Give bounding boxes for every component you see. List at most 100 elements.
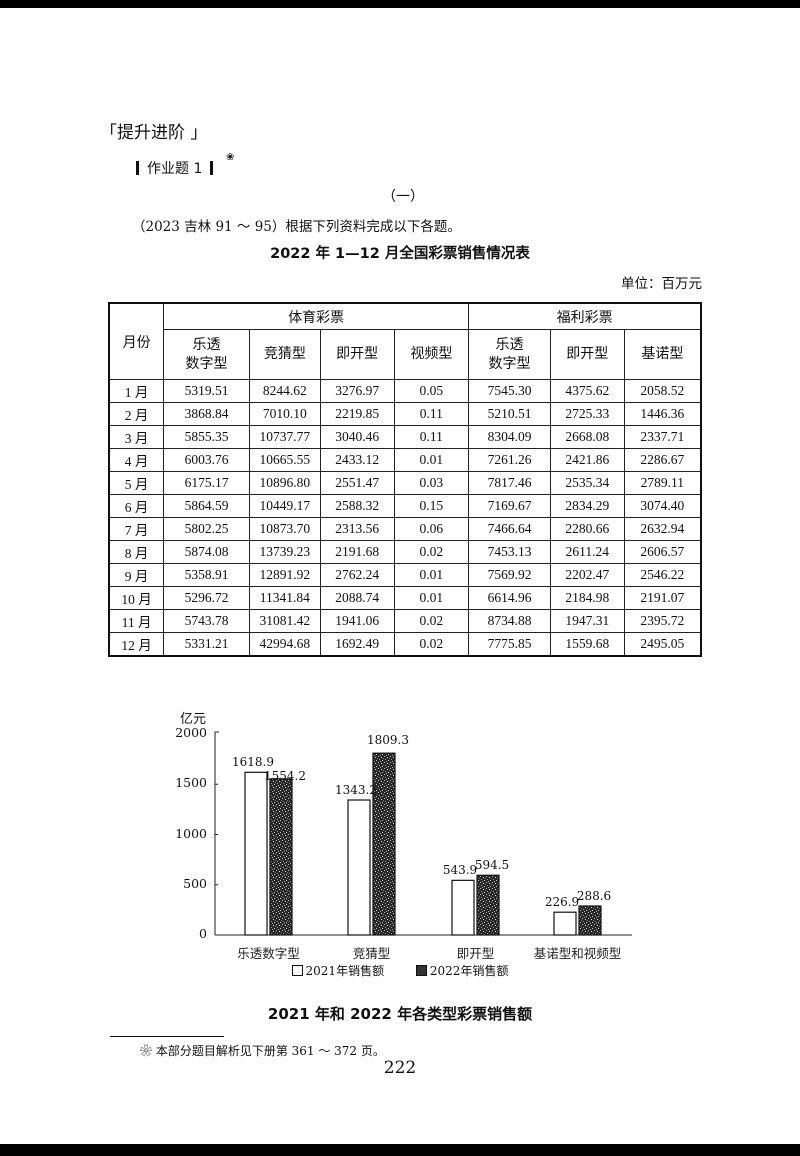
y-tick-label: 500 (183, 875, 207, 891)
month-cell: 11 月 (108, 609, 165, 633)
month-header: 月份 (108, 302, 165, 380)
table-row: 12 月 5331.21 42994.68 1692.49 0.02 7775.85 155… (108, 632, 702, 657)
bar-value-label: 226.9 (544, 895, 580, 910)
value-cell: 2762.24 (319, 563, 395, 587)
value-cell: 0.05 (393, 379, 470, 403)
value-cell: 2337.71 (623, 425, 702, 449)
table-title: 2022 年 1—12 月全国彩票销售情况表 (270, 246, 530, 262)
lottery-sales-table: 月份 体育彩票 福利彩票 乐透 数字型 竞猜型 即开型 视频型 乐透 数字型 即开型… (108, 302, 702, 657)
table-row: 9 月 5358.91 12891.92 2762.24 0.01 7569.92 2202… (108, 563, 702, 587)
value-cell: 2184.98 (549, 586, 625, 610)
value-cell: 1446.36 (623, 402, 702, 426)
value-cell: 1559.68 (549, 632, 625, 657)
col-sports-lotto: 乐透 数字型 (163, 329, 250, 380)
homework-title-text: 作业题 1 (147, 161, 203, 177)
value-cell: 2058.52 (623, 379, 702, 403)
value-cell: 2551.47 (319, 471, 395, 495)
value-cell: 3276.97 (319, 379, 395, 403)
scan-border-top (0, 0, 800, 8)
value-cell: 1941.06 (319, 609, 395, 633)
value-cell: 7775.85 (468, 632, 551, 657)
value-cell: 0.01 (393, 448, 470, 472)
chart-y-unit: 亿元 (180, 712, 207, 727)
month-cell: 7 月 (108, 517, 165, 541)
table-row: 2 月 3868.84 7010.10 2219.85 0.11 5210.51 2725.… (108, 402, 702, 426)
value-cell: 2789.11 (623, 471, 702, 495)
value-cell: 0.02 (393, 609, 470, 633)
value-cell: 8244.62 (248, 379, 321, 403)
value-cell: 4375.62 (549, 379, 625, 403)
table-row: 10 月 5296.72 11341.84 2088.74 0.01 6614.96 218… (108, 586, 702, 610)
value-cell: 3040.46 (319, 425, 395, 449)
y-tick-label: 0 (199, 926, 207, 941)
value-cell: 2495.05 (623, 632, 702, 657)
value-cell: 0.11 (393, 425, 470, 449)
value-cell: 31081.42 (248, 609, 321, 633)
question-intro: （2023 吉林 91 ～ 95）根据下列资料完成以下各题。 (132, 219, 461, 235)
value-cell: 5874.08 (163, 540, 250, 564)
month-cell: 5 月 (108, 471, 165, 495)
bar-value-label: 1554.2 (264, 768, 306, 783)
bar-2021 (244, 771, 268, 936)
bracket-right: 」 (190, 123, 208, 143)
col-welfare-lotto: 乐透 数字型 (468, 329, 551, 380)
flower-note-icon: ❀ (226, 152, 235, 163)
value-cell: 2611.24 (549, 540, 625, 564)
col-welfare-keno: 基诺型 (623, 329, 702, 380)
x-category-label: 基诺型和视频型 (533, 946, 622, 961)
value-cell: 6003.76 (163, 448, 250, 472)
value-cell: 11341.84 (248, 586, 321, 610)
month-cell: 12 月 (108, 632, 165, 657)
value-cell: 2725.33 (549, 402, 625, 426)
value-cell: 2219.85 (319, 402, 395, 426)
value-cell: 7169.67 (468, 494, 551, 518)
value-cell: 10873.70 (248, 517, 321, 541)
value-cell: 5358.91 (163, 563, 250, 587)
value-cell: 2088.74 (319, 586, 395, 610)
value-cell: 0.15 (393, 494, 470, 518)
value-cell: 7453.13 (468, 540, 551, 564)
white-swatch-icon (291, 965, 303, 976)
section-title: 「提升进阶 」 (100, 118, 207, 143)
bar-value-label: 594.5 (474, 858, 510, 873)
value-cell: 2668.08 (549, 425, 625, 449)
bar-value-label: 1809.3 (367, 733, 409, 748)
value-cell: 10449.17 (248, 494, 321, 518)
legend-item-2022: 2022年销售额 (415, 964, 508, 978)
value-cell: 2280.66 (549, 517, 625, 541)
value-cell: 5319.51 (163, 379, 250, 403)
value-cell: 12891.92 (248, 563, 321, 587)
bar-marker-icon (136, 161, 139, 175)
value-cell: 7817.46 (468, 471, 551, 495)
part-label: （一） (382, 189, 424, 205)
homework-title: 作业题 1 (128, 158, 221, 178)
y-tick-label: 1500 (175, 775, 207, 791)
bar-value-label: 1343.2 (335, 783, 377, 797)
welfare-lottery-header: 福利彩票 (468, 302, 702, 330)
value-cell: 2632.94 (623, 517, 702, 541)
bar-2021 (553, 911, 577, 936)
month-cell: 9 月 (108, 563, 165, 587)
value-cell: 0.06 (393, 517, 470, 541)
month-cell: 4 月 (108, 448, 165, 472)
footnote-divider (110, 1036, 224, 1037)
value-cell: 6175.17 (163, 471, 250, 495)
x-category-label: 竞猜型 (352, 946, 391, 961)
bar-2022 (269, 778, 293, 936)
value-cell: 13739.23 (248, 540, 321, 564)
value-cell: 5802.25 (163, 517, 250, 541)
value-cell: 1947.31 (549, 609, 625, 633)
value-cell: 2421.86 (549, 448, 625, 472)
value-cell: 7545.30 (468, 379, 551, 403)
bar-2021 (347, 799, 371, 936)
value-cell: 10737.77 (248, 425, 321, 449)
scan-border-bottom (0, 1144, 800, 1156)
y-tick-label: 2000 (175, 725, 207, 740)
value-cell: 2546.22 (623, 563, 702, 587)
value-cell: 10665.55 (248, 448, 321, 472)
value-cell: 2395.72 (623, 609, 702, 633)
unit-label: 单位：百万元 (621, 276, 702, 292)
chart-title: 2021 年和 2022 年各类型彩票销售额 (267, 1005, 533, 1023)
col-sports-quiz: 竞猜型 (248, 329, 321, 380)
value-cell: 2834.29 (549, 494, 625, 518)
